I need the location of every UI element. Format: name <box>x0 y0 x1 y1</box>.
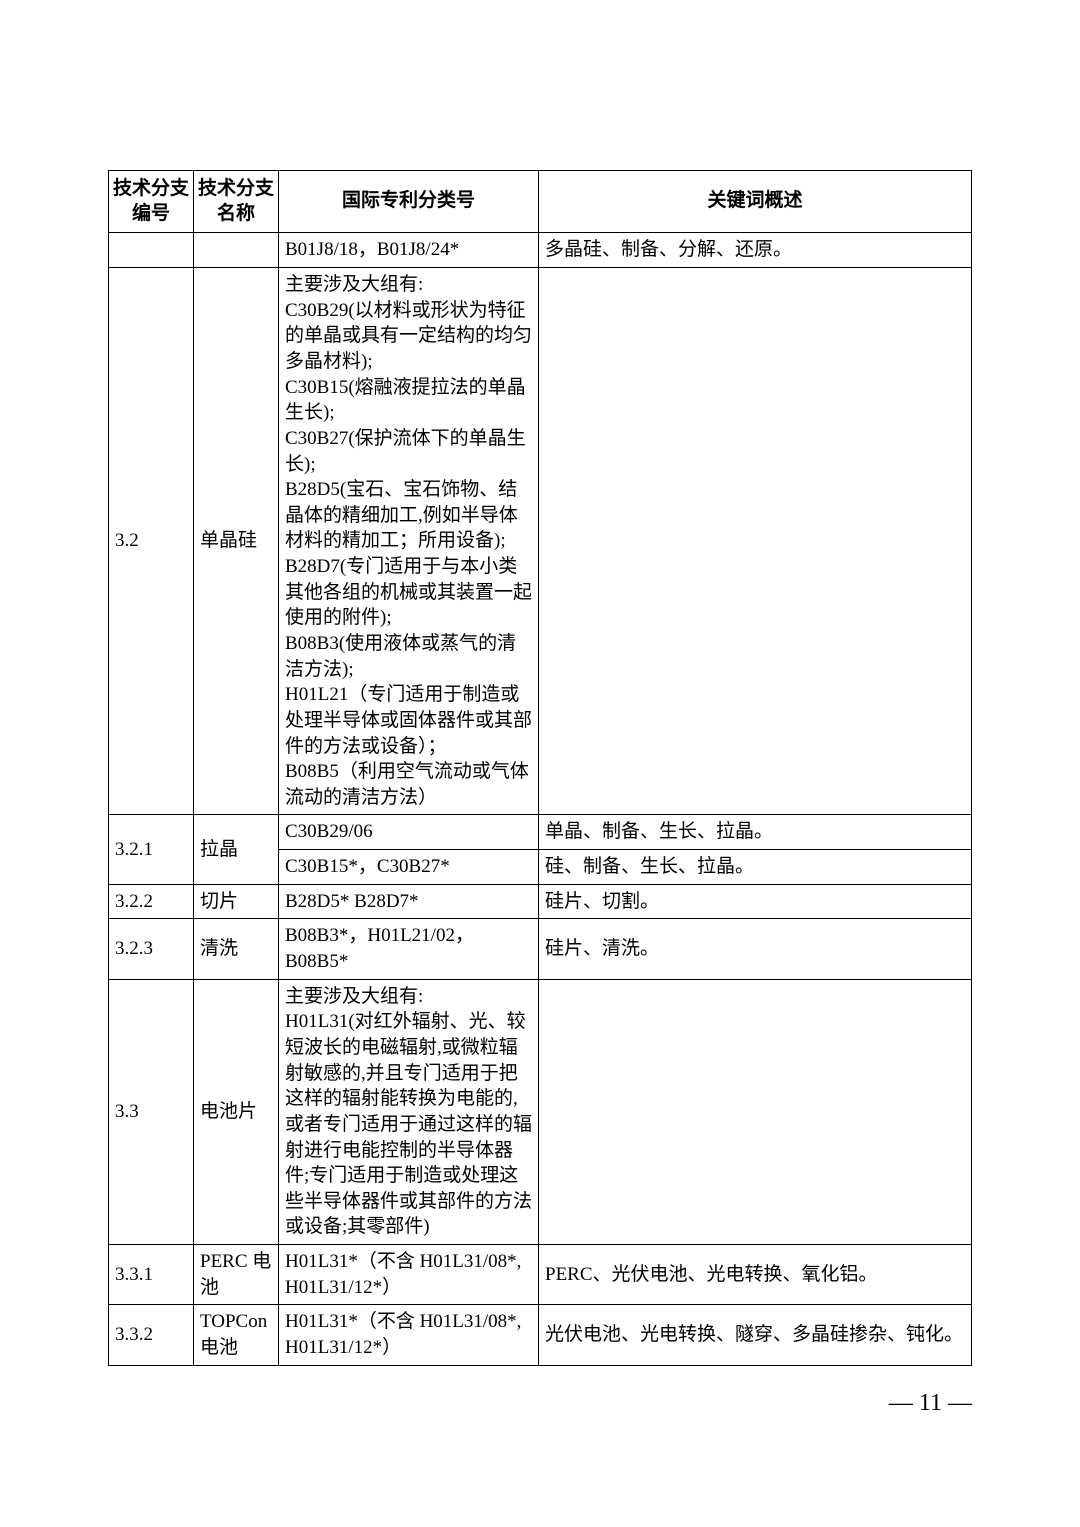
cell-ipc: 主要涉及大组有: C30B29(以材料或形状为特征的单晶或具有一定结构的均匀多晶… <box>279 268 539 815</box>
cell-id: 3.2.1 <box>109 815 194 884</box>
cell-keywords: 硅、制备、生长、拉晶。 <box>539 850 972 885</box>
cell-name: 拉晶 <box>194 815 279 884</box>
cell-name: 切片 <box>194 884 279 919</box>
table-row: 3.2.2 切片 B28D5* B28D7* 硅片、切割。 <box>109 884 972 919</box>
cell-id: 3.3 <box>109 979 194 1244</box>
cell-keywords <box>539 268 972 815</box>
cell-name: 电池片 <box>194 979 279 1244</box>
cell-id: 3.2 <box>109 268 194 815</box>
table-row: 3.3.2 TOPCon电池 H01L31*（不含 H01L31/08*, H0… <box>109 1305 972 1365</box>
cell-keywords: 单晶、制备、生长、拉晶。 <box>539 815 972 850</box>
cell-ipc: H01L31*（不含 H01L31/08*, H01L31/12*） <box>279 1245 539 1305</box>
cell-id: 3.2.3 <box>109 919 194 979</box>
page-container: 技术分支编号 技术分支名称 国际专利分类号 关键词概述 B01J8/18，B01… <box>0 0 1080 1366</box>
cell-keywords <box>539 979 972 1244</box>
cell-id <box>109 233 194 268</box>
table-row: 3.2.3 清洗 B08B3*，H01L21/02，B08B5* 硅片、清洗。 <box>109 919 972 979</box>
cell-ipc: C30B29/06 <box>279 815 539 850</box>
cell-name: 单晶硅 <box>194 268 279 815</box>
cell-keywords: 多晶硅、制备、分解、还原。 <box>539 233 972 268</box>
cell-name: 清洗 <box>194 919 279 979</box>
cell-ipc: H01L31*（不含 H01L31/08*, H01L31/12*） <box>279 1305 539 1365</box>
page-number: — 11 — <box>889 1390 972 1417</box>
table-row: 3.2.1 拉晶 C30B29/06 单晶、制备、生长、拉晶。 <box>109 815 972 850</box>
cell-ipc: 主要涉及大组有: H01L31(对红外辐射、光、较短波长的电磁辐射,或微粒辐射敏… <box>279 979 539 1244</box>
table-row: 3.3.1 PERC 电池 H01L31*（不含 H01L31/08*, H01… <box>109 1245 972 1305</box>
header-keywords: 关键词概述 <box>539 171 972 233</box>
table-row: B01J8/18，B01J8/24* 多晶硅、制备、分解、还原。 <box>109 233 972 268</box>
cell-name: TOPCon电池 <box>194 1305 279 1365</box>
header-branch-name: 技术分支名称 <box>194 171 279 233</box>
cell-name <box>194 233 279 268</box>
cell-keywords: 硅片、清洗。 <box>539 919 972 979</box>
cell-ipc: C30B15*，C30B27* <box>279 850 539 885</box>
table-header-row: 技术分支编号 技术分支名称 国际专利分类号 关键词概述 <box>109 171 972 233</box>
cell-id: 3.3.1 <box>109 1245 194 1305</box>
table-row: 3.2 单晶硅 主要涉及大组有: C30B29(以材料或形状为特征的单晶或具有一… <box>109 268 972 815</box>
table-row: 3.3 电池片 主要涉及大组有: H01L31(对红外辐射、光、较短波长的电磁辐… <box>109 979 972 1244</box>
header-ipc: 国际专利分类号 <box>279 171 539 233</box>
cell-ipc: B08B3*，H01L21/02，B08B5* <box>279 919 539 979</box>
ipc-table: 技术分支编号 技术分支名称 国际专利分类号 关键词概述 B01J8/18，B01… <box>108 170 972 1366</box>
cell-ipc: B01J8/18，B01J8/24* <box>279 233 539 268</box>
header-branch-id: 技术分支编号 <box>109 171 194 233</box>
cell-id: 3.2.2 <box>109 884 194 919</box>
cell-keywords: 硅片、切割。 <box>539 884 972 919</box>
cell-id: 3.3.2 <box>109 1305 194 1365</box>
cell-keywords: 光伏电池、光电转换、隧穿、多晶硅掺杂、钝化。 <box>539 1305 972 1365</box>
cell-keywords: PERC、光伏电池、光电转换、氧化铝。 <box>539 1245 972 1305</box>
cell-name: PERC 电池 <box>194 1245 279 1305</box>
cell-ipc: B28D5* B28D7* <box>279 884 539 919</box>
